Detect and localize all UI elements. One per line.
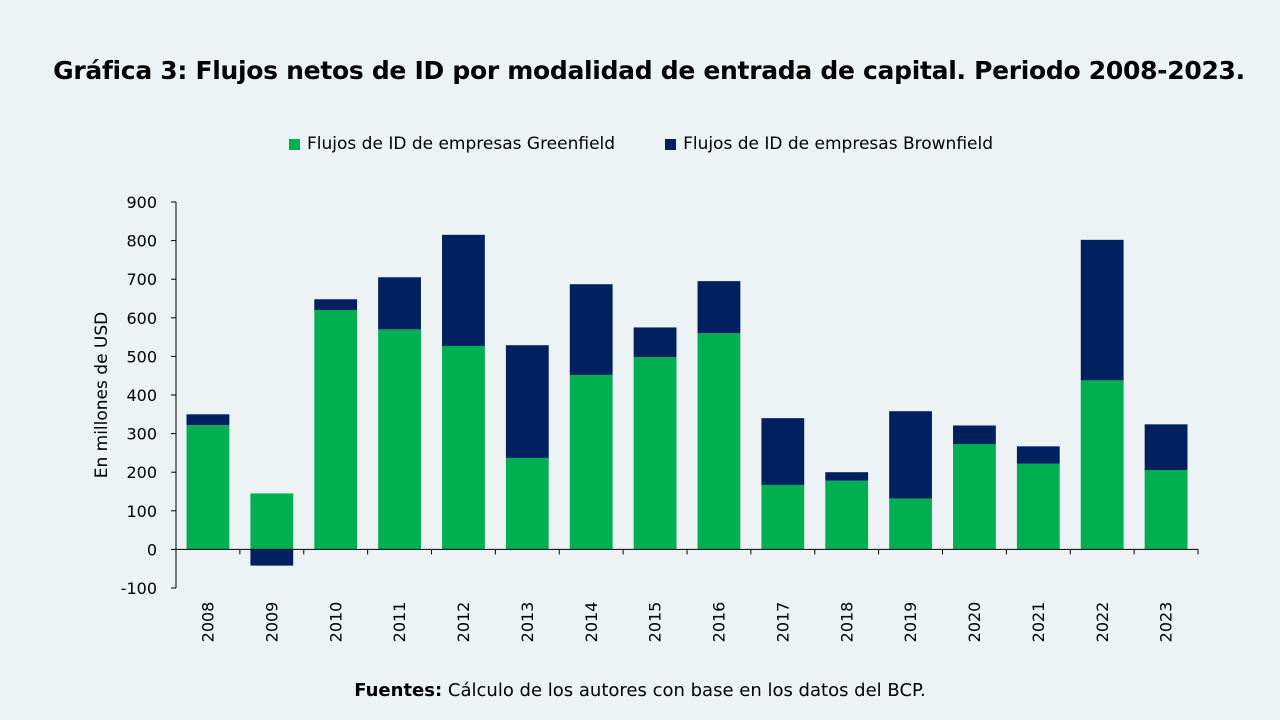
x-tick-label-2015: 2015 [646, 602, 665, 643]
bar-greenfield-2020 [953, 444, 996, 550]
bar-brownfield-2022 [1080, 239, 1124, 381]
bar-brownfield-2020 [953, 425, 996, 445]
x-tick-label-2008: 2008 [199, 602, 218, 643]
legend-label-brownfield: Flujos de ID de empresas Brownfield [683, 134, 993, 154]
bar-greenfield-2017 [761, 484, 805, 550]
x-tick-label-2019: 2019 [901, 602, 920, 643]
bar-greenfield-2011 [378, 329, 421, 550]
bar-brownfield-2015 [633, 327, 677, 358]
x-tick-label-2020: 2020 [965, 602, 984, 643]
x-tick-label-2016: 2016 [710, 602, 729, 643]
y-tick-label: 200 [126, 463, 157, 482]
bar-greenfield-2010 [314, 310, 358, 550]
bar-brownfield-2009 [250, 549, 294, 566]
legend-swatch-greenfield [289, 138, 300, 150]
x-tick-label-2014: 2014 [582, 602, 601, 643]
source-label: Fuentes: [354, 680, 443, 701]
bar-greenfield-2016 [697, 333, 741, 550]
bar-brownfield-2017 [761, 418, 805, 485]
bar-greenfield-2013 [505, 457, 549, 550]
x-tick-label-2012: 2012 [454, 602, 473, 643]
legend-swatch-brownfield [665, 138, 677, 150]
y-tick-label: 100 [126, 502, 157, 521]
bar-greenfield-2012 [442, 345, 485, 550]
bar-brownfield-2010 [314, 299, 358, 311]
bar-brownfield-2012 [442, 234, 485, 346]
chart-title: Gráfica 3: Flujos netos de ID por modali… [53, 56, 1245, 85]
x-tick-label-2009: 2009 [262, 602, 281, 643]
x-tick-label-2023: 2023 [1157, 602, 1176, 643]
y-tick-label: -100 [121, 579, 157, 598]
bar-greenfield-2023 [1144, 470, 1188, 550]
y-tick-label: 800 [126, 232, 157, 251]
source-text: Cálculo de los autores con base en los d… [442, 680, 926, 701]
legend-item-brownfield: Flujos de ID de empresas Brownfield [665, 134, 993, 154]
bar-greenfield-2008 [186, 425, 230, 550]
bar-brownfield-2021 [1016, 446, 1060, 464]
x-tick-label-2010: 2010 [326, 602, 345, 643]
bar-brownfield-2023 [1144, 424, 1188, 471]
bar-brownfield-2019 [889, 411, 932, 499]
x-tick-label-2018: 2018 [837, 602, 856, 643]
bar-greenfield-2022 [1080, 380, 1124, 550]
bar-greenfield-2021 [1016, 463, 1060, 550]
y-tick-label: 600 [126, 309, 157, 328]
bar-brownfield-2011 [378, 277, 421, 330]
bar-greenfield-2018 [825, 480, 869, 550]
legend-label-greenfield: Flujos de ID de empresas Greenfield [307, 134, 616, 154]
bar-brownfield-2008 [186, 414, 230, 426]
y-tick-label: 0 [147, 540, 157, 559]
x-tick-label-2022: 2022 [1093, 602, 1112, 643]
legend-item-greenfield: Flujos de ID de empresas Greenfield [289, 134, 615, 154]
bar-greenfield-2014 [569, 374, 613, 550]
y-tick-label: 700 [126, 270, 157, 289]
bar-brownfield-2018 [825, 472, 869, 481]
bar-brownfield-2016 [697, 281, 741, 334]
bar-greenfield-2019 [889, 498, 932, 550]
y-axis-title: En millones de USD [92, 312, 112, 479]
x-tick-label-2017: 2017 [773, 602, 792, 643]
source-note: Fuentes: Cálculo de los autores con base… [0, 680, 1280, 701]
x-tick-label-2013: 2013 [518, 602, 537, 643]
chart-legend: Flujos de ID de empresas Greenfield Fluj… [0, 134, 1280, 154]
y-tick-label: 900 [126, 193, 157, 212]
bar-greenfield-2015 [633, 357, 677, 550]
x-tick-label-2011: 2011 [390, 602, 409, 643]
y-tick-label: 300 [126, 425, 157, 444]
y-tick-label: 500 [126, 347, 157, 366]
y-tick-label: 400 [126, 386, 157, 405]
bar-greenfield-2009 [250, 493, 294, 550]
bar-brownfield-2014 [569, 284, 613, 375]
x-tick-label-2021: 2021 [1029, 602, 1048, 643]
bar-brownfield-2013 [505, 345, 549, 458]
